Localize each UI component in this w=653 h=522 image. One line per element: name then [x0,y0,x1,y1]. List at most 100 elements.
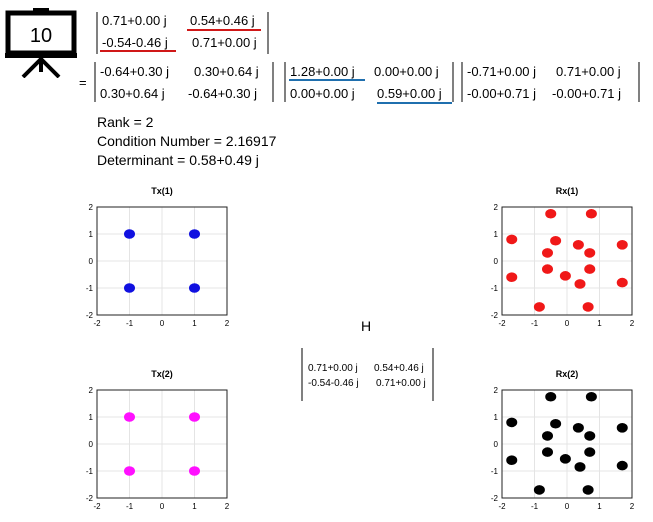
channel-matrix-cell: -0.54-0.46 j [308,378,359,389]
v-matrix-cell: -0.00+0.71 j [552,86,621,101]
y-tick-label: -1 [86,284,94,293]
y-tick-label: -2 [86,494,94,503]
constellation-point [506,234,518,245]
y-tick-label: 2 [89,386,94,395]
y-tick-label: -2 [491,311,499,320]
constellation-point [189,229,200,239]
constellation-point [533,302,545,312]
y-tick-label: 0 [89,257,94,266]
x-tick-label: 2 [630,502,635,511]
plot-title: Rx(1) [556,186,579,196]
constellation-point [559,454,571,464]
s-matrix-cell: 0.00+0.00 j [290,86,355,101]
constellation-point [584,431,596,441]
x-tick-label: -2 [498,319,506,328]
channel-matrix-cell: 0.54+0.46 j [374,363,424,374]
y-tick-label: -1 [86,467,94,476]
y-tick-label: -1 [491,284,499,293]
rx2-plot: Rx(2) -2-2 -1 -1 0 0 1 1 2 2 [491,369,635,511]
equals-sign: = [79,75,87,90]
constellation-point [572,423,584,433]
x-tick-label: 1 [192,502,197,511]
y-tick-label: 1 [494,413,499,422]
constellation-point [616,423,628,433]
constellation-point [124,412,135,422]
constellation-point [550,418,562,429]
constellation-point [124,466,135,476]
channel-matrix-cell: 0.71+0.00 j [308,363,358,374]
constellation-point [550,235,562,246]
constellation-point [574,279,586,289]
y-tick-label: -2 [86,311,94,320]
constellation-point [189,466,200,476]
y-tick-label: 2 [494,203,499,212]
u-matrix-cell: -0.64+0.30 j [100,64,169,79]
constellation-point [584,264,596,274]
determinant-text: Determinant = 0.58+0.49 j [97,152,259,168]
constellation-point [572,240,584,250]
constellation-point [585,391,597,402]
plot-title: Tx(2) [151,369,173,379]
constellation-point [124,283,135,293]
x-tick-label: -2 [498,502,506,511]
x-tick-label: -1 [126,502,134,511]
s-matrix-cell: 0.00+0.00 j [374,64,439,79]
x-tick-label: 2 [225,502,230,511]
x-tick-label: 0 [160,502,165,511]
x-tick-label: 0 [160,319,165,328]
y-tick-label: -1 [491,467,499,476]
u-matrix-cell: -0.64+0.30 j [188,86,257,101]
top-matrix-cell: 0.71+0.00 j [192,35,257,50]
badge-number: 10 [30,25,52,47]
y-tick-label: 1 [89,230,94,239]
tx2-plot: Tx(2) -2-2 -1 -1 0 0 1 1 2 2 [86,369,230,511]
constellation-point [542,248,553,258]
constellation-point [124,229,135,239]
v-matrix-cell: 0.71+0.00 j [556,64,621,79]
x-tick-label: 2 [225,319,230,328]
channel-matrix-cell: 0.71+0.00 j [376,378,426,389]
channel-label: H [361,318,372,334]
y-tick-label: 0 [494,257,499,266]
constellation-point [616,240,628,250]
constellation-point [189,412,200,422]
constellation-point [506,455,518,465]
constellation-point [559,271,571,281]
u-matrix-cell: 0.30+0.64 j [194,64,259,79]
tx1-plot: Tx(1) -2-2 -1 -1 0 0 1 1 2 2 [86,186,230,328]
matrix-stats: Rank = 2 Condition Number = 2.16917 Dete… [97,113,276,170]
constellation-point [584,248,596,258]
x-tick-label: 0 [565,502,570,511]
constellation-point [545,208,557,219]
constellation-point [545,391,557,402]
v-matrix-cell: -0.71+0.00 j [467,64,536,79]
x-tick-label: 0 [565,319,570,328]
constellation-point [506,417,518,428]
y-tick-label: 1 [494,230,499,239]
x-tick-label: 1 [597,319,602,328]
presentation-board-icon: 10 [5,8,77,78]
constellation-point [585,208,597,219]
x-tick-label: -1 [531,319,539,328]
y-tick-label: -2 [491,494,499,503]
constellation-point [189,283,200,293]
plot-title: Tx(1) [151,186,173,196]
y-tick-label: 0 [494,440,499,449]
x-tick-label: -1 [126,319,134,328]
x-tick-label: 2 [630,319,635,328]
y-tick-label: 2 [89,203,94,212]
condition-number-text: Condition Number = 2.16917 [97,133,277,149]
constellation-point [616,460,628,471]
constellation-point [616,277,628,288]
top-matrix-cell: 0.71+0.00 j [102,13,167,28]
s-matrix-cell: 0.59+0.00 j [377,86,442,101]
x-tick-label: -2 [93,319,101,328]
channel-matrix: 0.71+0.00 j 0.54+0.46 j -0.54-0.46 j 0.7… [301,348,434,401]
top-matrix-cell: 0.54+0.46 j [190,13,255,28]
constellation-point [542,447,553,457]
y-tick-label: 1 [89,413,94,422]
v-matrix-cell: -0.00+0.71 j [467,86,536,101]
s-matrix-cell: 1.28+0.00 j [290,64,355,79]
constellation-point [506,272,518,282]
svd-equation: 0.71+0.00 j 0.54+0.46 j -0.54-0.46 j 0.7… [79,12,640,104]
